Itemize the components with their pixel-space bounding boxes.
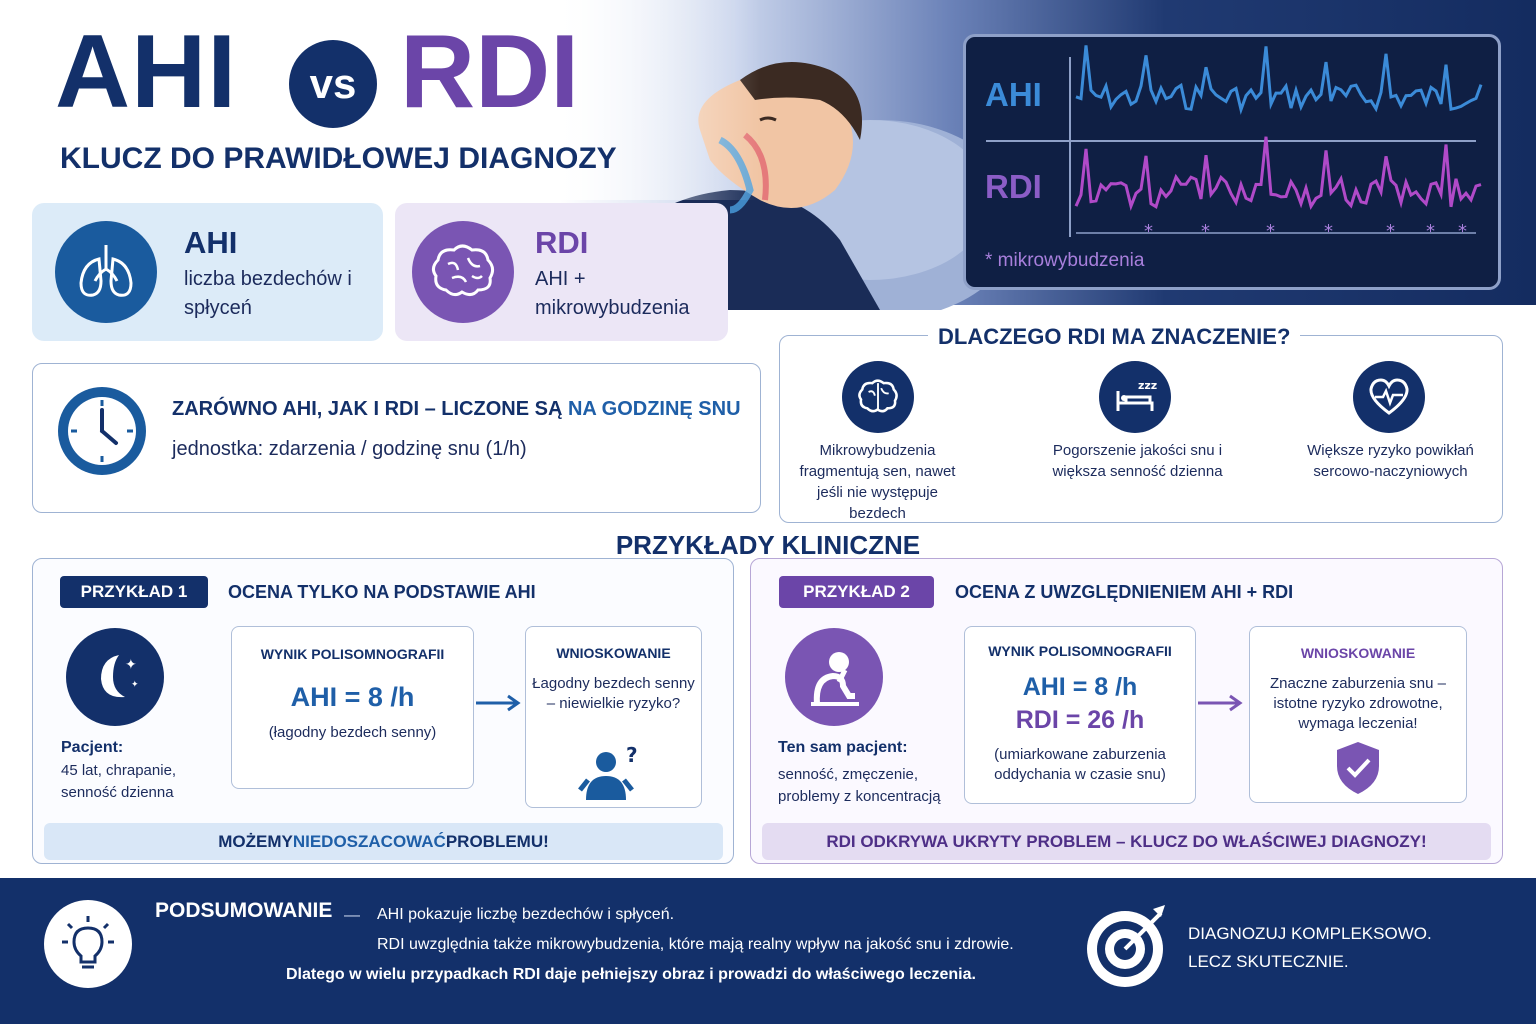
why-item-text: Mikrowybudzenia fragmentują sen, nawet j… xyxy=(799,442,956,522)
per-hour-text: ZARÓWNO AHI, JAK I RDI – LICZONE SĄ xyxy=(172,398,568,420)
example-2-heading: OCENA Z UWZGLĘDNIENIEM AHI + RDI xyxy=(955,582,1294,602)
waveform-monitor xyxy=(963,34,1501,290)
example-1-result-heading: WYNIK POLISOMNOGRAFII xyxy=(260,646,445,662)
arrow-right-icon xyxy=(1198,694,1243,712)
moon-icon: ✦ ✦ xyxy=(66,628,164,726)
example-2-result-note: (umiarkowane zaburzenia oddychania w cza… xyxy=(994,746,1166,783)
per-hour-statement: ZARÓWNO AHI, JAK I RDI – LICZONE SĄ NA G… xyxy=(172,398,741,421)
banner-1-suffix: PROBLEMU! xyxy=(445,831,549,851)
ahi-card-description: liczba bezdechów i spłyceń xyxy=(184,268,352,319)
example-1-result-note: (łagodny bezdech senny) xyxy=(268,724,437,741)
example-1-tag: PRZYKŁAD 1 xyxy=(60,576,208,608)
example-2-rdi-value: RDI = 26 /h xyxy=(1015,706,1145,734)
monitor-legend: * mikrowybudzenia xyxy=(985,250,1145,271)
subtitle: KLUCZ DO PRAWIDŁOWEJ DIAGNOZY xyxy=(60,142,617,175)
microarousal-marker: * xyxy=(1324,221,1333,242)
banner-1-prefix: MOŻEMY xyxy=(218,831,293,851)
per-hour-highlight: NA GODZINĘ SNU xyxy=(567,398,741,420)
ahi-card-title: AHI xyxy=(184,225,238,260)
title-ahi: AHI xyxy=(55,14,238,130)
rdi-waveform xyxy=(1074,136,1482,211)
summary-line-2: RDI uwzględnia także mikrowybudzenia, kt… xyxy=(377,936,1014,953)
example-2-tag: PRZYKŁAD 2 xyxy=(779,576,934,608)
patient-2-label: Ten sam pacjent: xyxy=(778,739,908,756)
heart-icon xyxy=(1353,361,1425,433)
svg-text:zzz: zzz xyxy=(1138,379,1157,392)
title-vs-badge: vs xyxy=(289,40,377,128)
arrow-right-icon xyxy=(476,694,521,712)
clinical-examples-title: PRZYKŁADY KLINICZNE xyxy=(615,530,921,560)
why-item-text: Pogorszenie jakości snu i większa sennoś… xyxy=(1052,442,1223,480)
svg-text:✦: ✦ xyxy=(131,680,139,690)
brain-icon xyxy=(842,361,914,433)
why-item-text: Większe ryzyko powikłań sercowo-naczynio… xyxy=(1307,442,1474,480)
summary-line-3: Dlatego w wielu przypadkach RDI daje peł… xyxy=(286,966,976,983)
microarousal-marker: * xyxy=(1458,221,1467,242)
shield-check-icon xyxy=(1337,742,1379,794)
example-1-banner: MOŻEMY NIEDOSZACOWAĆ PROBLEMU! xyxy=(44,823,723,860)
summary-line-1: AHI pokazuje liczbę bezdechów i spłyceń. xyxy=(377,906,675,923)
monitor-rdi-label: RDI xyxy=(985,168,1042,205)
per-hour-box xyxy=(32,363,761,513)
title-rdi: RDI xyxy=(400,14,580,130)
slogan-line-1: DIAGNOZUJ KOMPLEKSOWO. xyxy=(1188,924,1432,943)
example-2-banner: RDI ODKRYWA UKRYTY PROBLEM – KLUCZ DO WŁ… xyxy=(762,823,1491,860)
ahi-waveform xyxy=(1075,45,1483,115)
tired-person-icon xyxy=(785,628,883,726)
lungs-icon xyxy=(55,221,157,323)
microarousal-marker: * xyxy=(1144,221,1153,242)
example-2-result-box xyxy=(964,626,1196,804)
header-fade xyxy=(0,0,760,200)
monitor-ahi-label: AHI xyxy=(985,76,1042,113)
example-1-heading: OCENA TYLKO NA PODSTAWIE AHI xyxy=(228,582,536,602)
banner-1-highlight: NIEDOSZACOWAĆ xyxy=(292,831,446,851)
microarousal-marker: * xyxy=(1426,221,1435,242)
lightbulb-icon xyxy=(44,900,132,988)
target-icon xyxy=(1087,905,1165,987)
per-hour-unit: jednostka: zdarzenia / godzinę snu (1/h) xyxy=(172,438,527,460)
example-2-conclusion-heading: WNIOSKOWANIE xyxy=(1300,645,1416,661)
brain-icon xyxy=(412,221,514,323)
rdi-card-title: RDI xyxy=(535,225,589,260)
summary-dash: — xyxy=(344,907,360,924)
waveform-chart: * * * * * * * xyxy=(986,45,1483,242)
patient-1-description: 45 lat, chrapanie, senność dzienna xyxy=(61,762,177,801)
rdi-card-description: AHI + mikrowybudzenia xyxy=(535,268,690,319)
bed-icon: zzz xyxy=(1099,361,1171,433)
example-1-conclusion-text: Łagodny bezdech senny – niewielkie ryzyk… xyxy=(532,675,695,712)
patient-1-label: Pacjent: xyxy=(61,739,124,756)
example-2-result-heading: WYNIK POLISOMNOGRAFII xyxy=(988,643,1172,659)
svg-text:✦: ✦ xyxy=(125,657,137,673)
example-1-result-box xyxy=(231,626,474,789)
svg-text:?: ? xyxy=(626,743,638,767)
summary-title: PODSUMOWANIE xyxy=(155,899,333,922)
example-2-ahi-value: AHI = 8 /h xyxy=(1022,673,1138,701)
microarousal-marker: * xyxy=(1201,221,1210,242)
slogan-line-2: LECZ SKUTECZNIE. xyxy=(1188,952,1349,971)
why-rdi-title: DLACZEGO RDI MA ZNACZENIE? xyxy=(928,324,1301,350)
microarousal-marker: * xyxy=(1386,221,1395,242)
confused-person-icon: ? xyxy=(578,743,638,800)
summary-footer xyxy=(0,878,1536,1024)
example-2-conclusion-text: Znaczne zaburzenia snu – istotne ryzyko … xyxy=(1270,675,1446,732)
example-1-conclusion-heading: WNIOSKOWANIE xyxy=(556,645,671,661)
patient-2-description: senność, zmęczenie, problemy z koncentra… xyxy=(778,766,941,805)
microarousal-marker: * xyxy=(1266,221,1275,242)
example-1-ahi-value: AHI = 8 /h xyxy=(290,682,415,712)
clock-icon xyxy=(58,387,146,475)
